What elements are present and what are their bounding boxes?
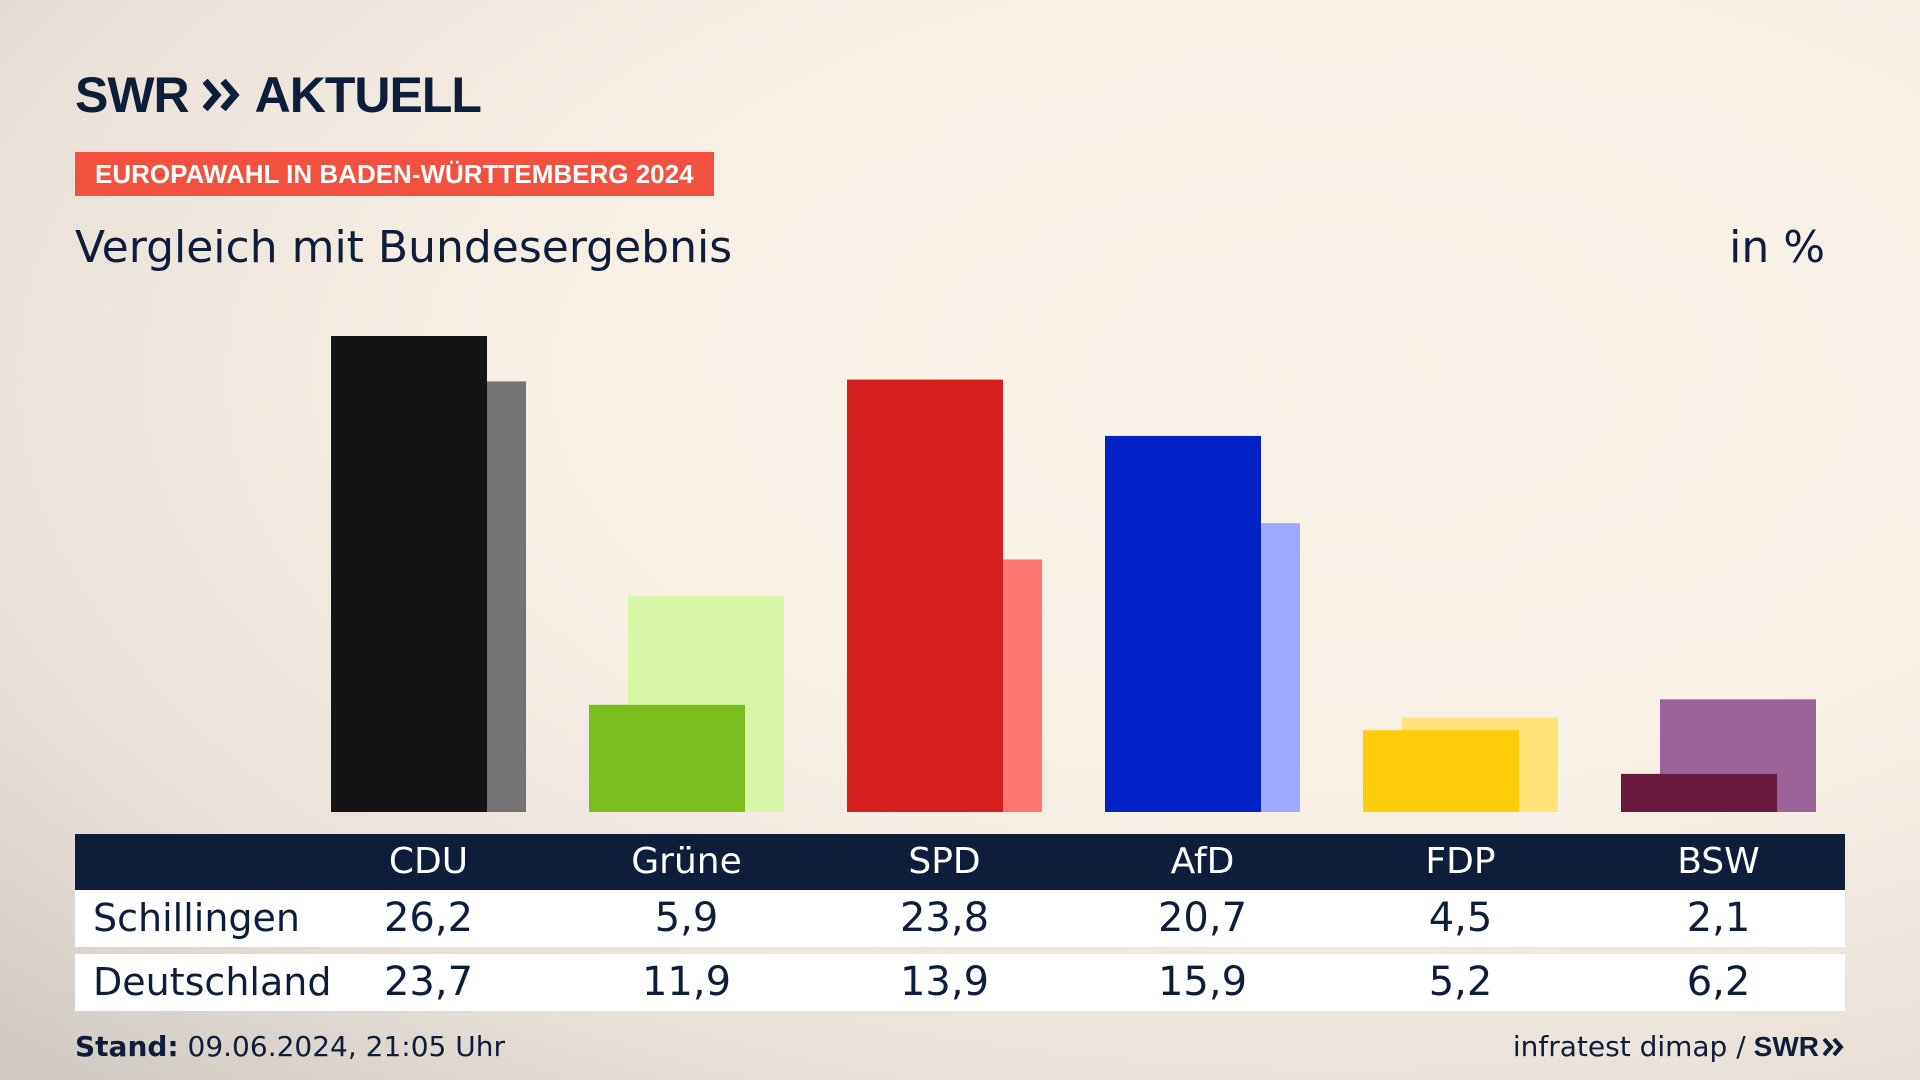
source-text: infratest dimap /: [1512, 1030, 1746, 1063]
data-label-schillingen-grüne: 5,9: [654, 895, 719, 941]
bar-schillingen-fdp: [1363, 730, 1519, 812]
table-row-deutschland: Deutschland 23,7 11,9 13,9 15,9 5,2 6,2: [75, 954, 1845, 1011]
stand-value: 09.06.2024, 21:05 Uhr: [187, 1030, 505, 1063]
data-label-deutschland-bsw: 6,2: [1686, 959, 1751, 1005]
data-label-deutschland-fdp: 5,2: [1428, 959, 1493, 1005]
tick-label-afd: AfD: [1170, 841, 1235, 882]
bar-schillingen-cdu: [331, 336, 487, 812]
data-label-schillingen-cdu: 26,2: [383, 895, 474, 941]
stand-label: Stand:: [75, 1030, 179, 1063]
tick-label-spd: SPD: [908, 841, 981, 882]
double-chevron-right-icon: [202, 79, 240, 111]
election-badge: EUROPAWAHL IN BADEN-WÜRTTEMBERG 2024: [75, 152, 714, 196]
unit-label: in %: [1729, 222, 1825, 273]
logo-swr-text: SWR: [75, 67, 190, 123]
swr-small-logo: SWR: [1754, 1031, 1845, 1063]
data-label-deutschland-afd: 15,9: [1157, 959, 1248, 1005]
bar-schillingen-afd: [1105, 435, 1261, 812]
data-label-deutschland-grüne: 11,9: [641, 959, 732, 1005]
data-label-deutschland-spd: 13,9: [899, 959, 990, 1005]
chart-subtitle: Vergleich mit Bundesergebnis: [75, 222, 733, 273]
source-credit: infratest dimap / SWR: [1513, 1030, 1845, 1063]
table-header-row: CDU Grüne SPD AfD FDP BSW: [75, 834, 1845, 890]
swr-aktuell-logo: SWR AKTUELL: [75, 66, 482, 124]
results-table: CDU Grüne SPD AfD FDP BSW Schillingen 26,2 5,9…: [75, 834, 1845, 1011]
data-label-schillingen-spd: 23,8: [899, 895, 990, 941]
row-label: Deutschland: [93, 960, 332, 1004]
data-label-deutschland-cdu: 23,7: [383, 959, 474, 1005]
logo-aktuell-text: AKTUELL: [254, 67, 482, 123]
table-row-schillingen: Schillingen 26,2 5,9 23,8 20,7 4,5 2,1: [75, 890, 1845, 947]
tick-label-cdu: CDU: [388, 841, 469, 882]
double-chevron-right-icon: [1823, 1037, 1844, 1056]
data-label-schillingen-fdp: 4,5: [1428, 895, 1493, 941]
tick-label-grüne: Grüne: [631, 841, 742, 882]
bar-chart: [331, 336, 1816, 812]
row-label: Schillingen: [93, 896, 300, 940]
data-label-schillingen-bsw: 2,1: [1686, 895, 1751, 941]
data-label-schillingen-afd: 20,7: [1157, 895, 1248, 941]
timestamp: Stand: 09.06.2024, 21:05 Uhr: [75, 1030, 505, 1063]
bar-schillingen-spd: [847, 379, 1003, 812]
tick-label-bsw: BSW: [1677, 841, 1760, 882]
tick-label-fdp: FDP: [1425, 841, 1496, 882]
bar-schillingen-grüne: [589, 704, 745, 812]
bar-schillingen-bsw: [1621, 773, 1777, 812]
swr-small-text: SWR: [1753, 1030, 1819, 1062]
